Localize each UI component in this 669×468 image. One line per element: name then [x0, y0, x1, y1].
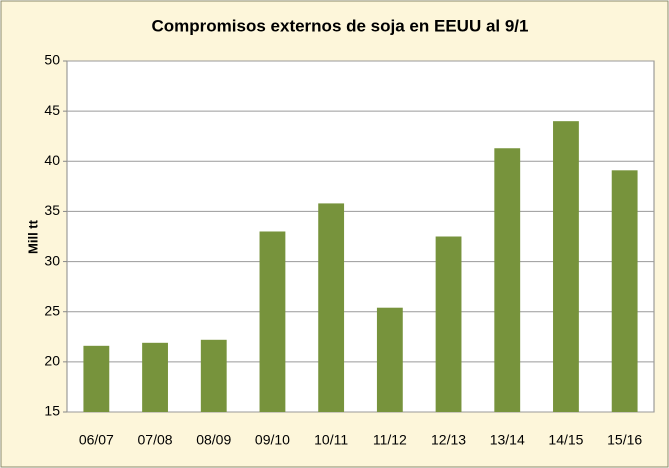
bar: [83, 345, 110, 412]
y-tick-label: 15: [44, 403, 60, 419]
x-tick-label: 12/13: [431, 432, 466, 448]
x-tick-label: 14/15: [548, 432, 583, 448]
y-axis-label: Mill tt: [25, 219, 40, 254]
y-tick-label: 35: [44, 202, 60, 218]
bar: [611, 170, 638, 412]
bar: [318, 203, 345, 412]
y-tick-label: 20: [44, 353, 60, 369]
x-tick-label: 09/10: [255, 432, 290, 448]
y-tick-label: 40: [44, 152, 60, 168]
x-tick-label: 13/14: [490, 432, 525, 448]
bar: [142, 342, 168, 412]
x-tick-label: 11/12: [373, 432, 407, 448]
y-tick-label: 45: [44, 102, 60, 118]
bar: [494, 148, 521, 412]
bar: [376, 307, 403, 412]
x-tick-label: 07/08: [138, 432, 173, 448]
y-tick-label: 25: [44, 302, 60, 318]
x-tick-label: 08/09: [196, 432, 231, 448]
x-tick-label: 06/07: [79, 432, 114, 448]
x-tick-label: 10/11: [314, 432, 348, 448]
bar: [200, 339, 227, 412]
bar: [259, 231, 286, 412]
y-tick-label: 30: [44, 252, 60, 268]
bar: [435, 236, 462, 412]
x-tick-label: 15/16: [607, 432, 642, 448]
chart-title: Compromisos externos de soja en EEUU al …: [152, 16, 529, 35]
y-tick-label: 50: [44, 52, 60, 68]
bar: [553, 121, 579, 413]
